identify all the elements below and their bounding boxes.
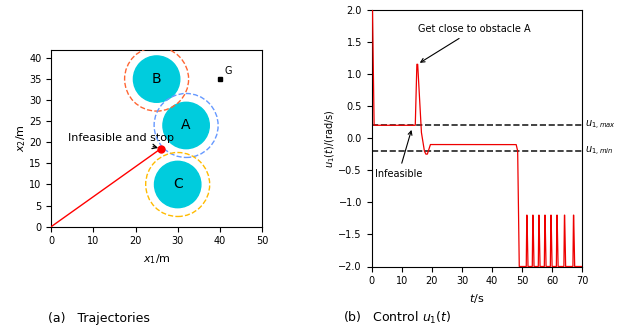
Text: B: B <box>152 72 161 86</box>
Circle shape <box>154 161 201 208</box>
X-axis label: $x_1$/m: $x_1$/m <box>143 252 170 266</box>
X-axis label: $t$/s: $t$/s <box>469 292 484 305</box>
Text: Infeasible: Infeasible <box>375 131 422 179</box>
Y-axis label: $x_2$/m: $x_2$/m <box>14 124 28 152</box>
Text: Get close to obstacle A: Get close to obstacle A <box>418 24 531 62</box>
Text: Infeasible and stop: Infeasible and stop <box>68 133 174 149</box>
Text: G: G <box>224 66 232 76</box>
Text: $u_{1,max}$: $u_{1,max}$ <box>586 119 616 132</box>
Text: (a)   Trajectories: (a) Trajectories <box>48 312 150 325</box>
Text: (b)   Control $u_1(t)$: (b) Control $u_1(t)$ <box>342 310 451 325</box>
Circle shape <box>133 56 180 102</box>
Text: A: A <box>181 119 191 133</box>
Y-axis label: $u_1(t)$/(rad/s): $u_1(t)$/(rad/s) <box>323 109 337 167</box>
Text: $u_{1,min}$: $u_{1,min}$ <box>586 144 614 158</box>
Circle shape <box>163 102 209 149</box>
Text: C: C <box>173 177 182 191</box>
